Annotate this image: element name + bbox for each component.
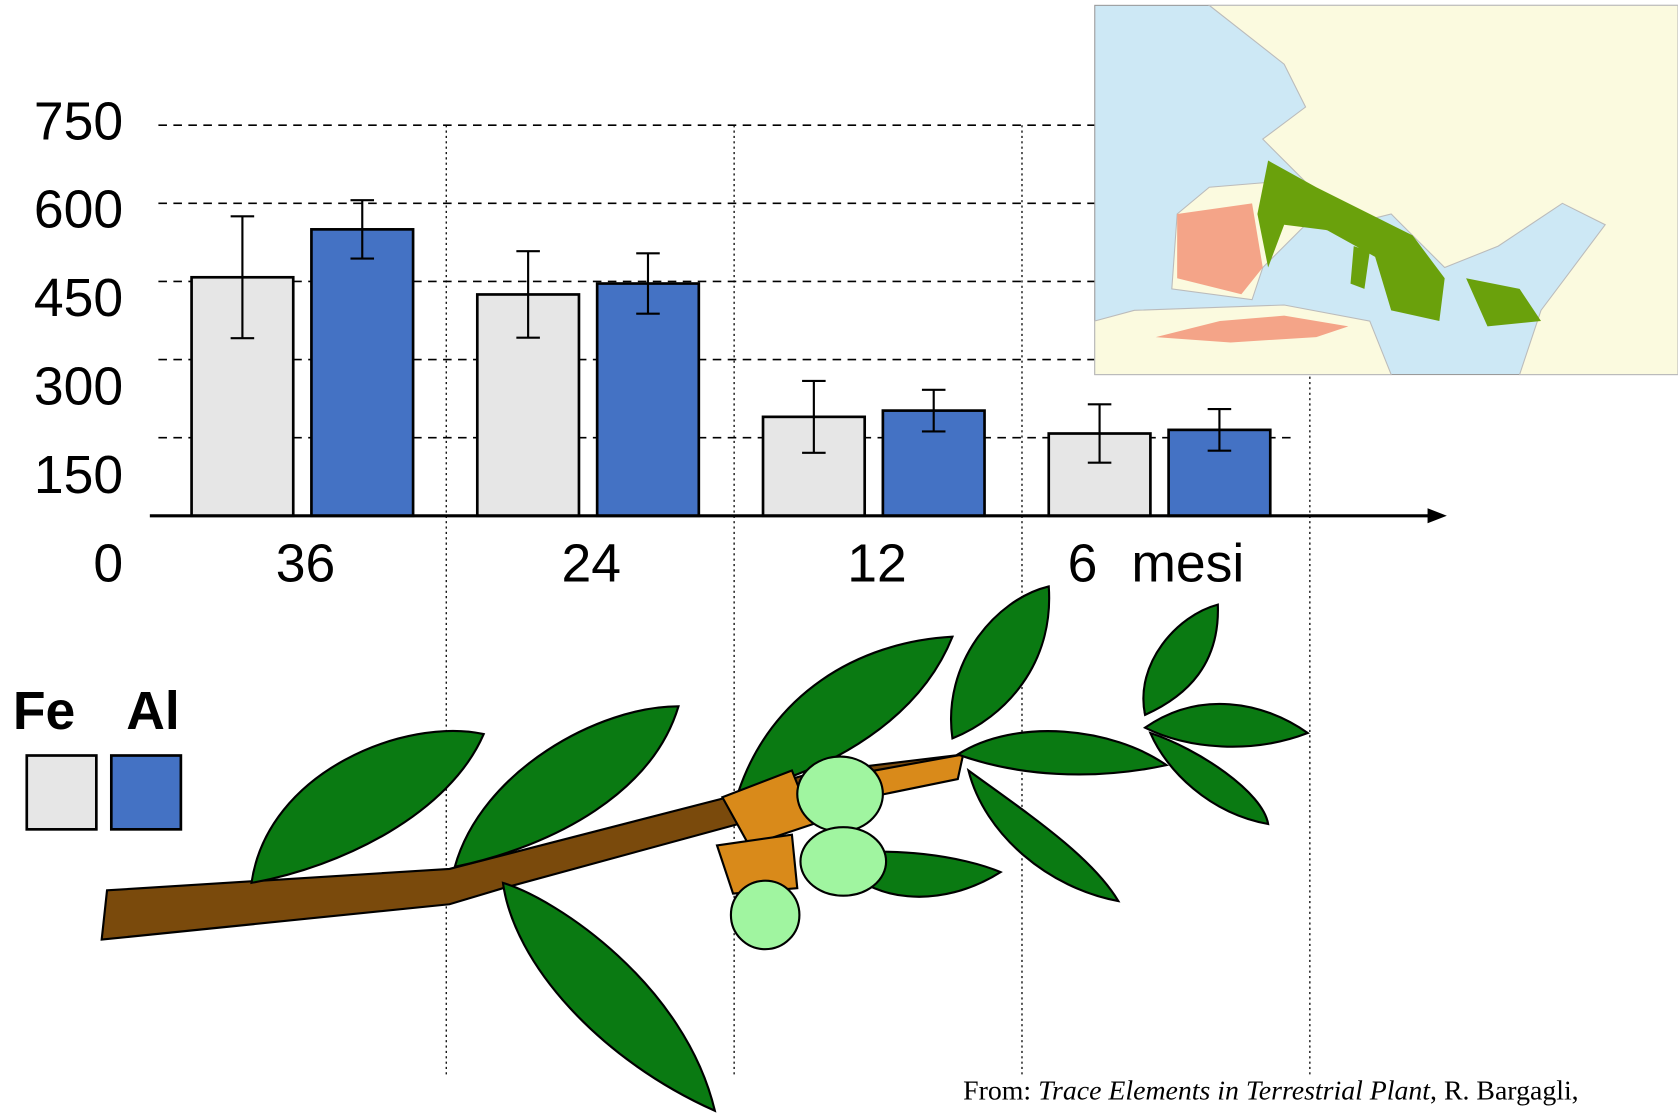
legend-swatch bbox=[111, 756, 181, 830]
y-tick-label: 450 bbox=[34, 269, 123, 328]
x-axis-label: mesi bbox=[1131, 534, 1244, 593]
bar bbox=[597, 284, 699, 516]
x-tick-label: 12 bbox=[847, 534, 907, 593]
y-tick-label: 750 bbox=[34, 92, 123, 151]
x-tick-label: 24 bbox=[562, 534, 622, 593]
slide: 0 150 300 450 600 750 36 24 12 6 mesi Fe Al From: Tra… bbox=[0, 0, 1678, 1114]
legend-label: Al bbox=[126, 682, 180, 741]
map-inset bbox=[1095, 5, 1678, 374]
source-suffix: , R. Bargagli, bbox=[1430, 1076, 1579, 1107]
y-tick-label: 600 bbox=[34, 181, 123, 240]
page: {"chart_data": {"type": "bar", "categori… bbox=[0, 0, 1678, 1114]
oak-branch-illustration bbox=[102, 586, 1308, 1110]
bar bbox=[311, 229, 413, 515]
source-citation: From: Trace Elements in Terrestrial Plan… bbox=[963, 1076, 1579, 1107]
source-title: Trace Elements in Terrestrial Plant bbox=[1038, 1076, 1431, 1107]
y-tick-label: 0 bbox=[93, 534, 123, 593]
x-axis-arrow bbox=[1428, 508, 1447, 523]
x-tick-label: 6 bbox=[1068, 534, 1098, 593]
legend-label: Fe bbox=[13, 682, 75, 741]
y-tick-label: 300 bbox=[34, 358, 123, 417]
legend-swatch bbox=[27, 756, 97, 830]
y-tick-label: 150 bbox=[34, 446, 123, 505]
x-tick-label: 36 bbox=[276, 534, 336, 593]
source-prefix: From: bbox=[963, 1076, 1038, 1107]
